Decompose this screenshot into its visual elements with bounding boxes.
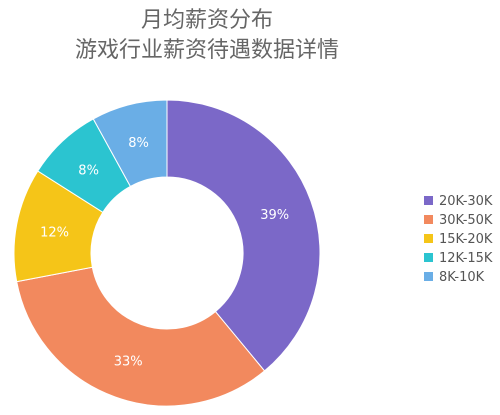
slice-label-12K-15K: 8% [78, 164, 99, 179]
slice-label-15K-20K: 12% [40, 226, 69, 241]
legend-swatch-8K-10K [424, 272, 433, 281]
legend-label-12K-15K: 12K-15K [439, 251, 493, 266]
legend: 20K-30K 30K-50K 15K-20K 12K-15K 8K-10K [424, 194, 493, 285]
slice-20K-30K[interactable] [166, 99, 321, 372]
legend-item-8K-10K[interactable]: 8K-10K [424, 270, 485, 285]
legend-swatch-30K-50K [424, 215, 433, 224]
legend-label-20K-30K: 20K-30K [439, 194, 493, 209]
slice-30K-50K[interactable] [16, 266, 266, 407]
slice-label-30K-50K: 33% [114, 355, 143, 370]
legend-swatch-20K-30K [424, 196, 433, 205]
legend-item-15K-20K[interactable]: 15K-20K [424, 232, 493, 247]
slice-labels-layer: 39% 33% 12% 8% 8% [40, 136, 289, 370]
legend-item-20K-30K[interactable]: 20K-30K [424, 194, 493, 209]
chart-subtitle: 游戏行业薪资待遇数据详情 [75, 38, 339, 63]
slice-8K-10K[interactable] [92, 99, 168, 188]
legend-swatch-12K-15K [424, 253, 433, 262]
legend-label-15K-20K: 15K-20K [439, 232, 493, 247]
legend-label-30K-50K: 30K-50K [439, 213, 493, 228]
slices-layer [13, 99, 321, 407]
legend-item-12K-15K[interactable]: 12K-15K [424, 251, 493, 266]
legend-label-8K-10K: 8K-10K [439, 270, 485, 285]
chart-title: 月均薪资分布 [141, 8, 273, 33]
legend-swatch-15K-20K [424, 234, 433, 243]
slice-label-8K-10K: 8% [128, 136, 149, 151]
legend-item-30K-50K[interactable]: 30K-50K [424, 213, 493, 228]
slice-label-20K-30K: 39% [260, 208, 289, 223]
